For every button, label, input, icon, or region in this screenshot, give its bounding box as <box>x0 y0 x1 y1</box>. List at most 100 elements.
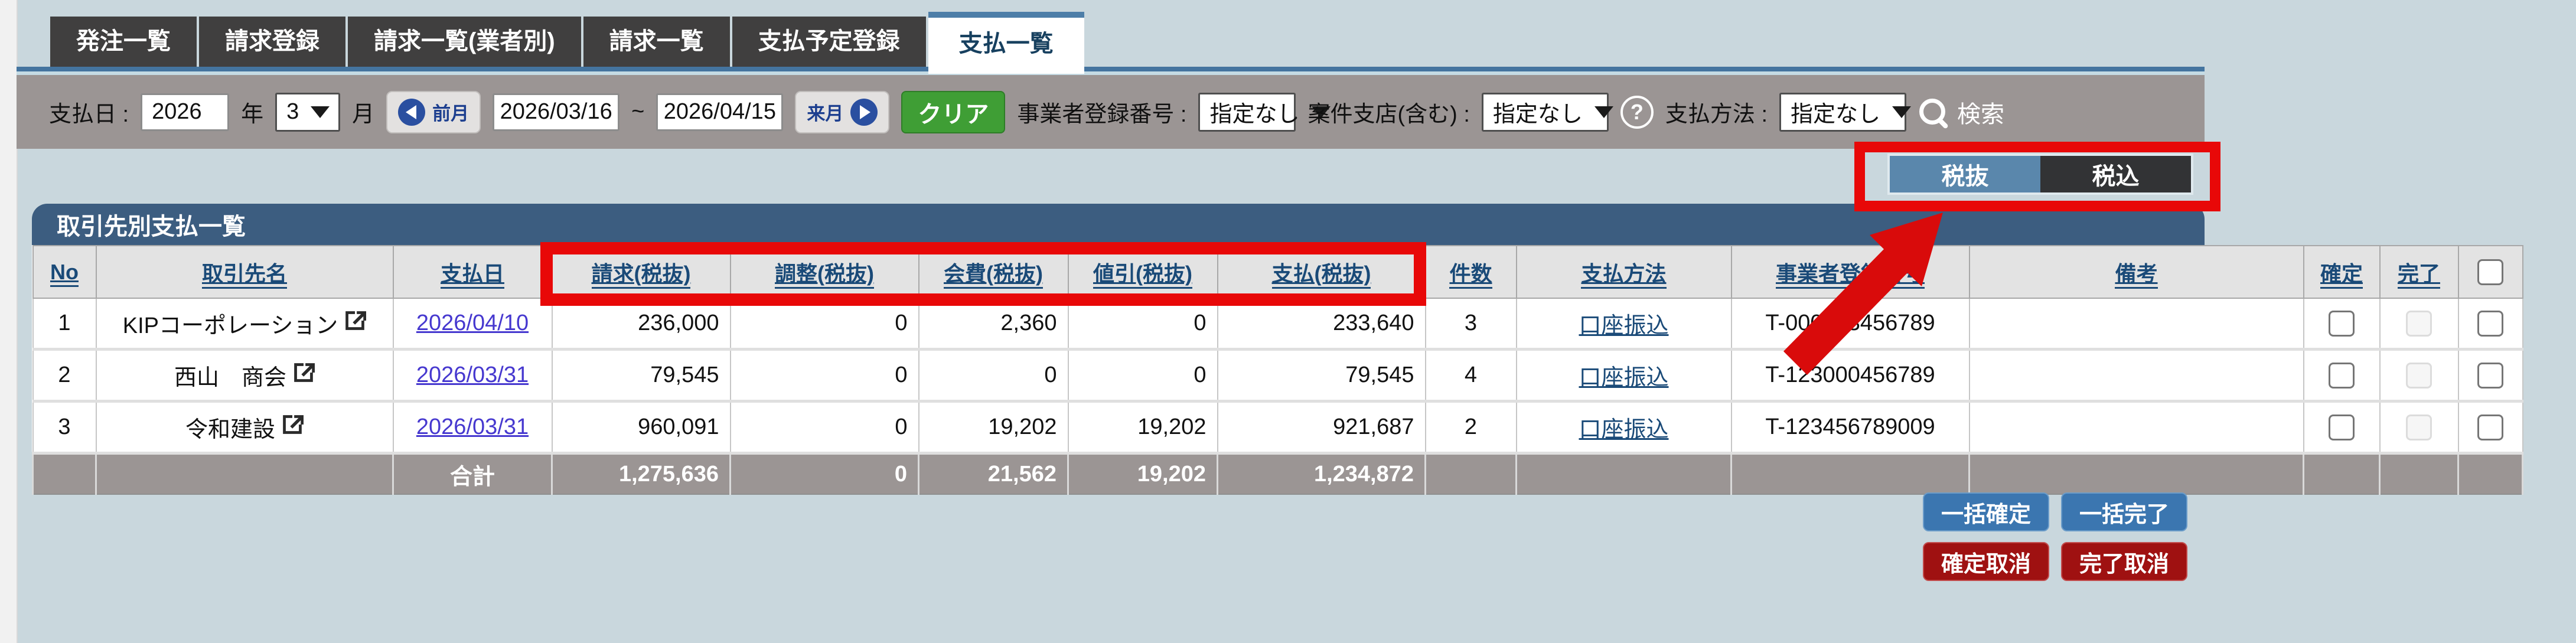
sort-link-confirm[interactable]: 確定 <box>2320 261 2363 289</box>
confirm-checkbox[interactable] <box>2329 310 2355 337</box>
cell-invoice: 79,545 <box>551 349 731 403</box>
pay-date-link[interactable]: 2026/03/31 <box>416 414 529 439</box>
tab-invoice-register[interactable]: 請求登録 <box>199 17 345 67</box>
payment-method-link[interactable]: 口座振込 <box>1579 417 1669 442</box>
sort-link-adjust[interactable]: 調整(税抜) <box>775 261 874 289</box>
chevron-down-icon <box>1311 106 1331 118</box>
bulk-confirm-button[interactable]: 一括確定 <box>1923 492 2049 531</box>
col-header-name: 取引先名 <box>95 245 394 299</box>
payment-method-link[interactable]: 口座振込 <box>1579 365 1669 390</box>
business-reg-number-select[interactable]: 指定なし <box>1198 92 1331 132</box>
confirm-checkbox[interactable] <box>2329 362 2355 389</box>
done-checkbox <box>2406 362 2432 389</box>
cell-method: 口座振込 <box>1515 349 1732 403</box>
sort-link-name[interactable]: 取引先名 <box>201 261 287 289</box>
cell-vendor-name: 令和建設 <box>95 401 394 455</box>
cell-payment: 79,545 <box>1217 349 1426 403</box>
vendor-name: 西山 商会 <box>174 365 286 390</box>
confirm-checkbox[interactable] <box>2329 414 2355 440</box>
cell-payment: 921,687 <box>1217 401 1426 455</box>
next-month-button[interactable]: 来月 <box>795 90 890 133</box>
cell-note <box>1968 298 2304 351</box>
total-fee: 21,562 <box>918 452 1069 495</box>
col-header-note: 備考 <box>1968 245 2304 299</box>
cell-pay-date: 2026/03/31 <box>392 349 553 403</box>
tab-underline <box>17 67 2205 71</box>
table-row: 2 西山 商会 2026/03/31 79,545 0 0 0 79,545 4 口座振込 T-12… <box>32 349 2523 403</box>
help-question-icon[interactable] <box>1620 95 1654 129</box>
external-link-icon[interactable] <box>281 413 304 442</box>
date-to-input[interactable]: 2026/04/15 <box>656 93 784 131</box>
tax-excluded-toggle-button[interactable]: 税抜 <box>1890 156 2040 192</box>
month-select-value: 3 <box>286 99 299 124</box>
total-payment: 1,234,872 <box>1217 452 1426 495</box>
payment-method-link[interactable]: 口座振込 <box>1579 314 1669 338</box>
business-reg-number-label: 事業者登録番号 : <box>1017 102 1187 127</box>
sort-link-done[interactable]: 完了 <box>2397 261 2440 289</box>
search-icon <box>1918 97 1948 127</box>
tab-payment-list-active[interactable]: 支払一覧 <box>928 12 1084 74</box>
cell-count: 4 <box>1424 349 1517 403</box>
vendor-name: 令和建設 <box>185 417 275 442</box>
sort-link-payment[interactable]: 支払(税抜) <box>1271 261 1371 289</box>
cell-pay-date: 2026/03/31 <box>392 401 553 455</box>
sort-link-discount[interactable]: 値引(税抜) <box>1093 261 1192 289</box>
row-select-checkbox[interactable] <box>2477 310 2503 337</box>
cell-adjust: 0 <box>729 401 919 455</box>
row-select-checkbox[interactable] <box>2477 362 2503 389</box>
sort-link-pay_date[interactable]: 支払日 <box>440 261 504 289</box>
col-header-method: 支払方法 <box>1515 245 1732 299</box>
prev-month-button[interactable]: 前月 <box>386 90 481 133</box>
bulk-done-button[interactable]: 一括完了 <box>2061 492 2187 531</box>
cell-confirm <box>2303 298 2381 351</box>
cell-note <box>1968 401 2304 455</box>
external-link-icon[interactable] <box>292 361 315 390</box>
search-button[interactable]: 検索 <box>1918 95 2004 129</box>
sort-link-method[interactable]: 支払方法 <box>1581 261 1667 289</box>
clear-button[interactable]: クリア <box>901 90 1006 133</box>
sort-link-count[interactable]: 件数 <box>1449 261 1492 289</box>
tab-underline-light <box>17 71 2205 75</box>
date-range-tilde: ~ <box>631 99 645 124</box>
row-select-checkbox[interactable] <box>2477 414 2503 440</box>
year-input[interactable]: 2026 <box>141 93 230 131</box>
pay-date-link[interactable]: 2026/04/10 <box>416 311 529 335</box>
tab-invoice-list[interactable]: 請求一覧 <box>583 17 730 67</box>
external-link-icon[interactable] <box>344 309 367 338</box>
tax-included-toggle-button[interactable]: 税込 <box>2040 156 2191 192</box>
cell-done <box>2379 298 2459 351</box>
col-header-done: 完了 <box>2379 245 2459 299</box>
pay-date-link[interactable]: 2026/03/31 <box>416 363 529 387</box>
total-row: 合計 1,275,636 0 21,562 19,202 1,234,872 <box>32 452 2523 495</box>
tab-invoice-list-by-vendor[interactable]: 請求一覧(業者別) <box>348 17 581 67</box>
done-cancel-button[interactable]: 完了取消 <box>2061 542 2187 581</box>
sort-link-note[interactable]: 備考 <box>2115 261 2158 289</box>
month-select[interactable]: 3 <box>275 92 341 132</box>
project-branch-select[interactable]: 指定なし <box>1481 92 1613 132</box>
vendor-name: KIPコーポレーション <box>122 314 338 338</box>
sort-link-fee[interactable]: 会費(税抜) <box>944 261 1043 289</box>
confirm-cancel-button[interactable]: 確定取消 <box>1923 542 2049 581</box>
sort-link-no[interactable]: No <box>50 259 79 287</box>
next-month-label: 来月 <box>807 103 844 124</box>
cell-reg-no: T-123456789009 <box>1730 401 1970 455</box>
done-checkbox <box>2406 310 2432 337</box>
sort-link-invoice[interactable]: 請求(税抜) <box>591 261 691 289</box>
cell-count: 2 <box>1424 401 1517 455</box>
select-all-checkbox[interactable] <box>2477 259 2503 286</box>
date-from-input[interactable]: 2026/03/16 <box>493 93 620 131</box>
business-reg-number-value: 指定なし <box>1209 102 1300 127</box>
tab-payment-schedule-register[interactable]: 支払予定登録 <box>732 17 926 67</box>
cell-done <box>2379 349 2459 403</box>
chevron-down-icon <box>1594 106 1613 118</box>
tab-order-list[interactable]: 発注一覧 <box>50 17 197 67</box>
payment-method-select[interactable]: 指定なし <box>1779 92 1912 132</box>
cell-select <box>2457 401 2523 455</box>
col-header-select <box>2457 245 2523 299</box>
year-label: 年 <box>241 102 264 127</box>
col-header-count: 件数 <box>1424 245 1517 299</box>
cell-invoice: 236,000 <box>551 298 731 351</box>
annotation-box-tax-columns <box>540 242 1426 306</box>
cell-select <box>2457 349 2523 403</box>
